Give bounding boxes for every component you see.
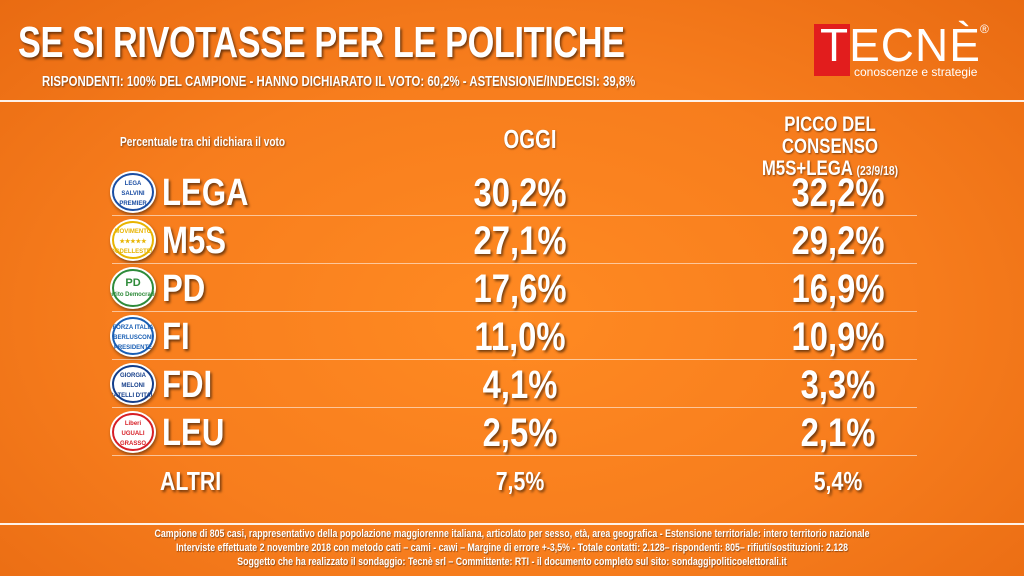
table-row: Liberi UGUALI GRASSO LEU 2,5% 2,1%	[0, 410, 1024, 456]
value-today: 11,0%	[474, 315, 566, 359]
row-divider	[112, 263, 917, 264]
svg-text:MELONI: MELONI	[121, 383, 145, 389]
row-divider	[112, 455, 917, 456]
value-today: 7,5%	[495, 466, 545, 496]
table-row: LEGA SALVINI PREMIER LEGA 30,2% 32,2%	[0, 170, 1024, 216]
value-today: 30,2%	[473, 171, 567, 215]
party-name: FDI	[162, 364, 213, 406]
row-divider	[112, 359, 917, 360]
peak-header-date: (23/9/18)	[856, 163, 899, 179]
tecne-logo: TECNÈ ® conoscenze e strategie	[814, 22, 994, 82]
table-row: GIORGIA MELONI FRATELLI D'ITALIA FDI 4,1% 3,3…	[0, 362, 1024, 408]
value-peak: 10,9%	[791, 315, 885, 359]
party-name: LEU	[162, 412, 225, 454]
fdi-logo-icon: GIORGIA MELONI FRATELLI D'ITALIA	[110, 363, 156, 405]
row-divider	[112, 215, 917, 216]
value-peak: 5,4%	[813, 466, 863, 496]
footer-line-2: Interviste effettuate 2 novembre 2018 co…	[175, 542, 848, 554]
column-header-peak: PICCO DEL CONSENSO M5S+LEGA (23/9/18)	[742, 113, 918, 181]
value-peak: 32,2%	[791, 171, 885, 215]
footer-divider	[0, 523, 1024, 525]
logo-name: TECNÈ	[820, 19, 981, 71]
leu-logo-icon: Liberi UGUALI GRASSO	[110, 411, 156, 453]
value-peak: 16,9%	[791, 267, 885, 311]
peak-header-line1: PICCO DEL CONSENSO	[781, 113, 879, 159]
svg-text:FORZA ITALIA: FORZA ITALIA	[113, 325, 155, 331]
svg-text:★★★★★: ★★★★★	[120, 238, 148, 245]
table-row: PD Partito Democratico PD 17,6% 16,9%	[0, 266, 1024, 312]
svg-text:PD: PD	[125, 277, 140, 289]
value-peak: 2,1%	[800, 411, 876, 455]
svg-text:Partito Democratico: Partito Democratico	[110, 292, 156, 298]
party-name: ALTRI	[160, 466, 222, 496]
logo-red-box	[814, 24, 850, 76]
party-name: FI	[162, 316, 190, 358]
party-name: LEGA	[162, 172, 249, 214]
logo-tagline: conoscenze e strategie	[854, 65, 978, 79]
value-today: 17,6%	[473, 267, 567, 311]
m5s-logo-icon: MOVIMENTO ★★★★★ ILBLOGDELLESTELLE.IT	[110, 219, 156, 261]
methodology-footer: Campione di 805 casi, rappresentativo de…	[0, 527, 1024, 569]
svg-text:PREMIER: PREMIER	[119, 201, 147, 207]
svg-text:UGUALI: UGUALI	[122, 431, 145, 437]
logo-registered-mark: ®	[980, 22, 989, 36]
table-row: MOVIMENTO ★★★★★ ILBLOGDELLESTELLE.IT M5S 27,…	[0, 218, 1024, 264]
row-divider	[112, 407, 917, 408]
value-today: 4,1%	[482, 363, 558, 407]
svg-text:ILBLOGDELLESTELLE.IT: ILBLOGDELLESTELLE.IT	[110, 249, 156, 255]
lega-logo-icon: LEGA SALVINI PREMIER	[110, 171, 156, 213]
party-name: M5S	[162, 220, 227, 262]
value-today: 27,1%	[473, 219, 567, 263]
footer-line-1: Campione di 805 casi, rappresentativo de…	[154, 528, 870, 540]
svg-text:BERLUSCONI: BERLUSCONI	[113, 335, 153, 341]
column-header-today: OGGI	[503, 124, 557, 154]
svg-text:GIORGIA: GIORGIA	[120, 373, 147, 379]
svg-text:FRATELLI D'ITALIA: FRATELLI D'ITALIA	[110, 393, 156, 399]
pd-logo-icon: PD Partito Democratico	[110, 267, 156, 309]
svg-text:PRESIDENTE: PRESIDENTE	[114, 345, 152, 351]
value-today: 2,5%	[482, 411, 558, 455]
table-row: FORZA ITALIA BERLUSCONI PRESIDENTE FI 11,0% 1…	[0, 314, 1024, 360]
svg-text:LEGA: LEGA	[125, 181, 142, 187]
value-peak: 29,2%	[791, 219, 885, 263]
footer-line-3: Soggetto che ha realizzato il sondaggio:…	[237, 556, 787, 568]
table-row: ALTRI 7,5% 5,4%	[0, 458, 1024, 504]
header-divider	[0, 100, 1024, 102]
row-divider	[112, 311, 917, 312]
page-title: SE SI RIVOTASSE PER LE POLITICHE	[18, 18, 625, 67]
party-name: PD	[162, 268, 206, 310]
peak-header-line2: M5S+LEGA	[761, 157, 853, 181]
value-peak: 3,3%	[800, 363, 876, 407]
column-note: Percentuale tra chi dichiara il voto	[120, 134, 286, 149]
page-subtitle: RISPONDENTI: 100% DEL CAMPIONE - HANNO D…	[42, 73, 636, 90]
svg-text:MOVIMENTO: MOVIMENTO	[115, 229, 152, 235]
svg-text:SALVINI: SALVINI	[121, 191, 145, 197]
fi-logo-icon: FORZA ITALIA BERLUSCONI PRESIDENTE	[110, 315, 156, 357]
svg-text:Liberi: Liberi	[125, 421, 142, 427]
svg-text:GRASSO: GRASSO	[120, 441, 146, 447]
